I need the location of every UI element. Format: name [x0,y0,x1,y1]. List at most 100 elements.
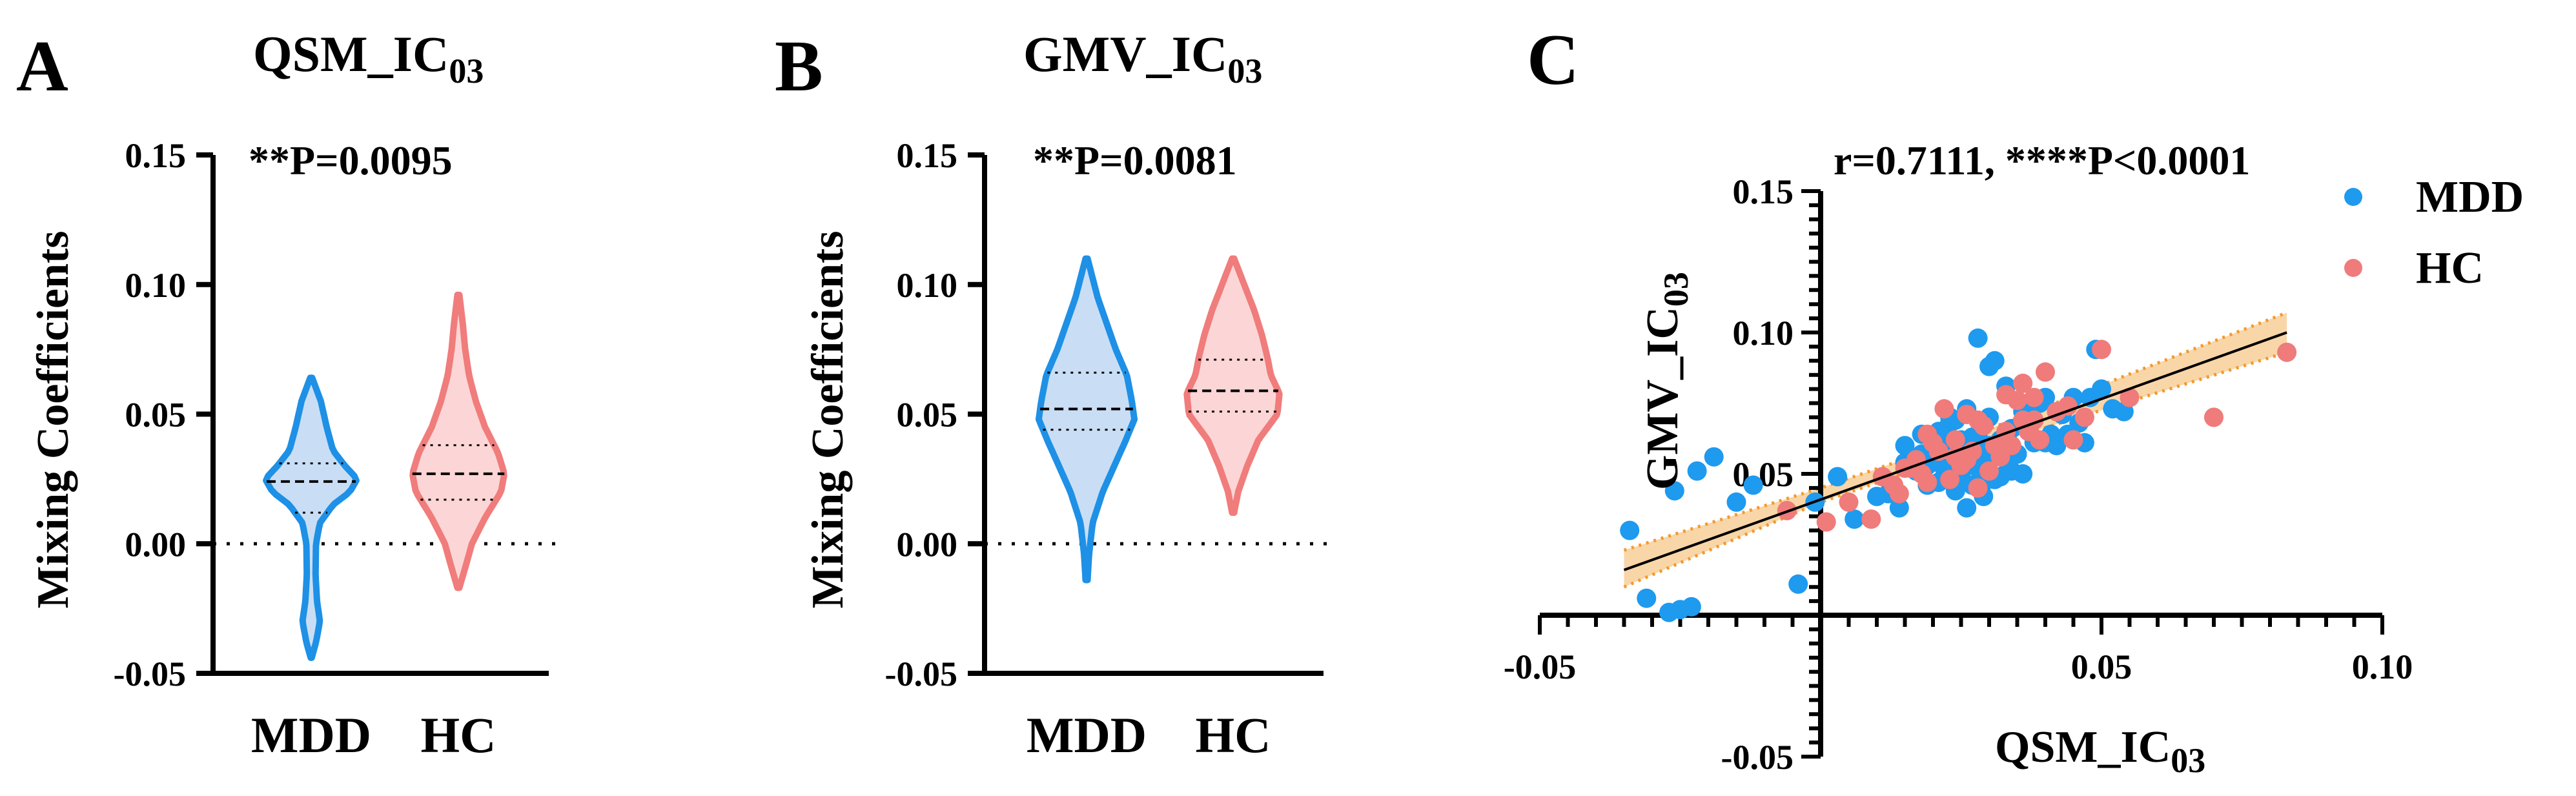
point-hc [2024,387,2044,407]
point-hc [1968,410,1988,430]
point-mdd [1968,328,1988,348]
point-mdd [1979,356,1999,376]
point-hc [1957,450,1977,470]
panel-b-letter: B [775,26,823,107]
legend-hc-marker [2344,259,2362,277]
violin-mdd [263,374,360,661]
panel-a-y-ticks: -0.05 0.00 0.05 0.10 0.15 [114,136,213,693]
point-hc [2204,407,2223,427]
y-tick-label: 0.10 [897,266,958,305]
panel-b-title: GMV_IC03 [1023,26,1262,90]
point-hc [2013,373,2033,393]
point-mdd [1681,597,1701,617]
svg-text:GMV_IC03: GMV_IC03 [1638,272,1695,490]
point-hc [2120,387,2140,407]
y-tick-label: 0.00 [897,525,958,564]
point-mdd [1845,509,1865,529]
panel-c-ylabel-main: GMV_IC [1638,307,1688,490]
panel-c-letter: C [1527,20,1579,100]
panel-a-violins [263,291,507,661]
svg-text:QSM_IC03: QSM_IC03 [1995,722,2205,780]
panel-c-annotation: r=0.7111, ****P<0.0001 [1834,138,2250,183]
y-tick-label: -0.05 [885,655,957,693]
point-mdd [1687,461,1707,481]
panel-c-xlabel: QSM_IC03 [1995,722,2205,780]
point-hc [1861,509,1881,529]
point-hc [1968,478,1988,498]
panel-c-ylabel: GMV_IC03 [1638,272,1695,490]
y-tick-label: 0.15 [897,136,958,175]
violin-hc [1183,255,1283,516]
confidence-upper-line [1623,311,2288,552]
legend-hc-label: HC [2416,243,2484,293]
point-mdd [1637,588,1657,608]
panel-b-title-main: GMV_IC [1023,26,1227,82]
panel-c-xlabel-main: QSM_IC [1995,722,2171,772]
panel-a-title: QSM_IC03 [253,26,484,90]
point-mdd [1664,481,1684,501]
legend-mdd-marker [2344,188,2362,206]
point-mdd [1788,574,1808,594]
point-hc [2277,342,2297,362]
panel-a-pvalue: **P=0.0095 [249,138,453,183]
panel-a-title-main: QSM_IC [253,26,449,82]
point-hc [2036,362,2055,382]
point-mdd [1726,492,1746,512]
panel-b-cat-mdd: MDD [1027,707,1147,763]
point-hc [2058,396,2078,416]
panel-c-plot-area: -0.05 0.05 0.10 -0.05 0.05 0.10 0.15 [1504,172,2413,777]
point-hc [1917,424,1937,444]
point-hc [1934,399,1954,419]
panel-a-cat-mdd: MDD [251,707,371,763]
point-hc [2007,391,2027,411]
point-mdd [1743,475,1763,495]
panel-a: A QSM_IC03 **P=0.0095 Mixing Coefficient… [16,26,562,763]
panel-b-y-ticks: -0.05 0.00 0.05 0.10 0.15 [885,136,985,693]
y-tick-label: 0.00 [125,525,187,564]
point-mdd [1957,498,1977,518]
panel-b: B GMV_IC03 **P=0.0081 Mixing Coefficient… [775,26,1336,763]
y-tick-label: -0.05 [114,655,186,693]
panel-b-cat-hc: HC [1196,707,1271,763]
point-hc [1839,492,1859,512]
panel-c: C r=0.7111, ****P<0.0001 -0.05 0.05 0.10-0… [1504,20,2524,780]
point-hc [1940,469,1960,489]
y-tick-label: 0.05 [125,396,187,434]
point-mdd [1620,520,1640,540]
point-hc [1917,473,1937,493]
svg-text:QSM_IC03: QSM_IC03 [253,26,484,90]
y-tick-label: 0.05 [897,396,958,434]
regression-line [1623,331,2287,571]
y-tick-label: 0.15 [1733,172,1794,211]
y-tick-label: 0.10 [1733,314,1794,352]
panel-b-title-sub: 03 [1227,52,1262,90]
point-hc [2063,430,2083,450]
point-mdd [1828,467,1848,487]
y-tick-label: -0.05 [1721,738,1794,777]
x-tick-label: 0.05 [2071,648,2132,686]
svg-text:GMV_IC03: GMV_IC03 [1023,26,1262,90]
panel-a-ylabel: Mixing Coefficients [28,230,78,608]
y-tick-label: 0.05 [1733,455,1794,494]
point-hc [1816,512,1836,532]
point-hc [2030,430,2050,450]
point-hc [1996,422,2016,442]
panel-b-ylabel: Mixing Coefficients [803,230,853,608]
point-mdd [1889,498,1909,518]
x-tick-label: 0.10 [2352,648,2413,686]
legend-mdd-label: MDD [2416,172,2524,222]
panel-a-letter: A [16,26,68,107]
panel-a-title-sub: 03 [449,52,484,90]
point-mdd [1704,447,1724,467]
point-mdd [1895,436,1915,456]
violin-hc [409,291,507,591]
point-hc [1945,430,1965,450]
point-hc [2074,407,2094,427]
panel-a-cat-hc: HC [421,707,496,763]
panel-c-legend: MDD HC [2344,172,2524,293]
violin-mdd [1035,255,1138,584]
point-hc [1889,484,1909,504]
x-tick-label: -0.05 [1504,648,1576,686]
panel-b-pvalue: **P=0.0081 [1033,138,1237,183]
